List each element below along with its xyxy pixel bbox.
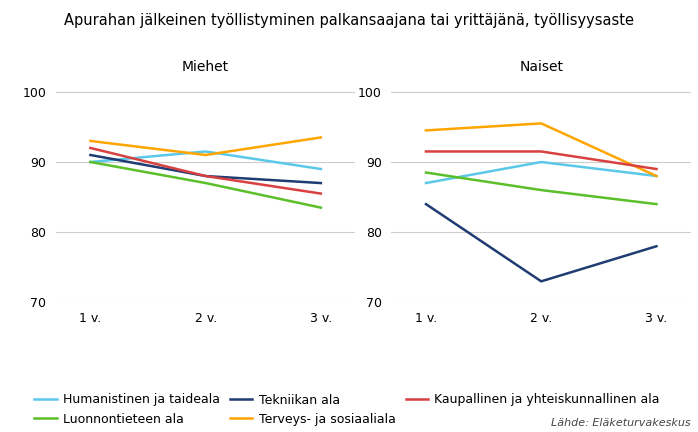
- Text: Lähde: Eläketurvakeskus: Lähde: Eläketurvakeskus: [551, 418, 691, 428]
- Text: Apurahan jälkeinen työllistyminen palkansaajana tai yrittäjänä, työllisyysaste: Apurahan jälkeinen työllistyminen palkan…: [64, 13, 634, 28]
- Title: Naiset: Naiset: [519, 60, 563, 74]
- Title: Miehet: Miehet: [182, 60, 229, 74]
- Legend: Humanistinen ja taideala, Luonnontieteen ala, Tekniikan ala, Terveys- ja sosiaal: Humanistinen ja taideala, Luonnontieteen…: [34, 394, 660, 426]
